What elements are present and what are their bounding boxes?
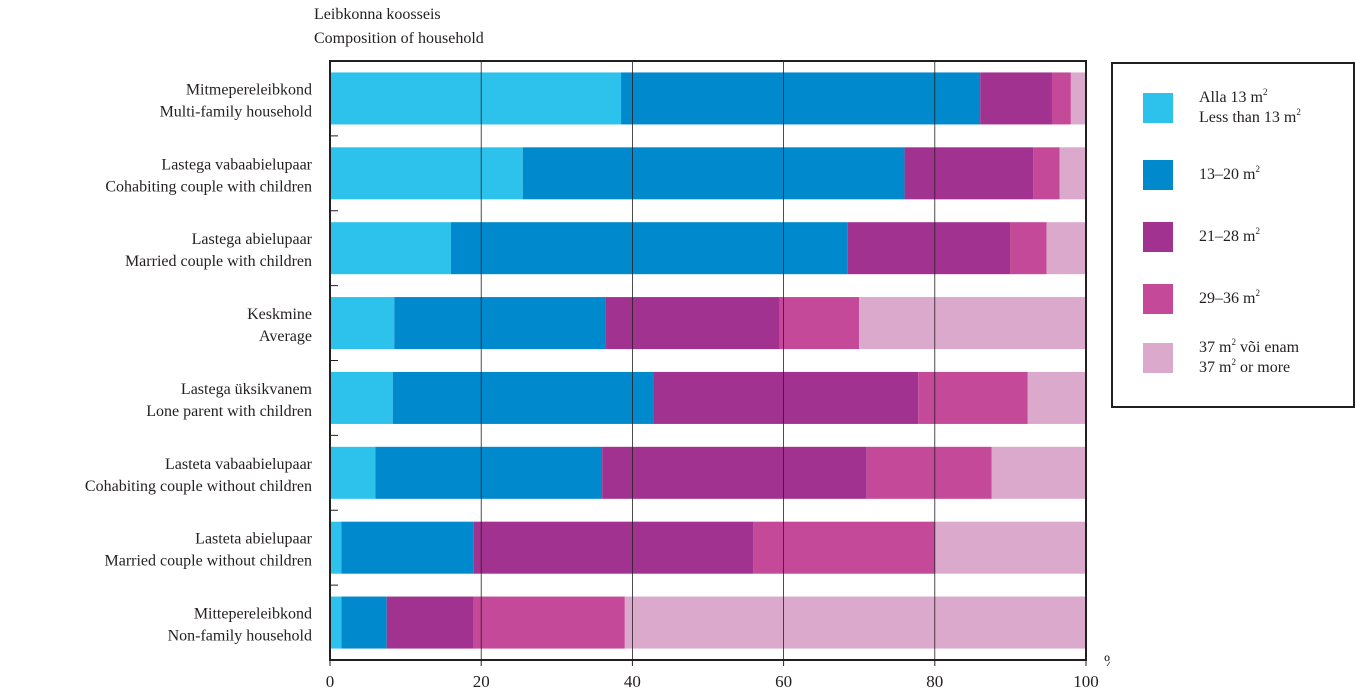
bar-segment-1-1: [522, 147, 905, 200]
bar-segment-2-3: [1010, 222, 1047, 275]
legend-label-3: 29–36 m2: [1199, 288, 1260, 308]
bar-segment-6-1: [341, 521, 474, 574]
bar-segment-2-2: [847, 222, 1011, 275]
category-label-7-0: Mittepereleibkond: [194, 606, 312, 623]
x-tick-label-2: 40: [624, 672, 641, 691]
bar-segment-3-3: [779, 297, 860, 350]
bar-segment-0-1: [621, 72, 981, 125]
bar-segment-4-1: [392, 371, 654, 424]
bar-segment-2-4: [1046, 222, 1086, 275]
chart-title-et: Leibkonna koosseis: [314, 6, 441, 23]
category-label-4-0: Lastega üksikvanem: [181, 381, 313, 398]
legend-item-2: 21–28 m2: [1143, 222, 1260, 252]
category-label-2-1: Married couple with children: [125, 253, 312, 270]
bar-segment-0-2: [980, 72, 1052, 125]
legend: Alla 13 m2 Less than 13 m2 13–20 m2 21–2…: [1111, 62, 1355, 408]
bar-segment-4-0: [330, 371, 393, 424]
bar-segment-4-4: [1027, 371, 1086, 424]
legend-swatch-1: [1143, 160, 1173, 190]
chart-title-en: Composition of household: [314, 30, 484, 47]
bar-segment-1-3: [1033, 147, 1060, 200]
bar-segment-3-1: [394, 297, 606, 350]
legend-label-1: 13–20 m2: [1199, 164, 1260, 184]
legend-swatch-4: [1143, 343, 1173, 373]
bar-segment-7-2: [386, 596, 474, 649]
bar-segment-1-4: [1059, 147, 1086, 200]
bar-segment-1-0: [330, 147, 523, 200]
legend-swatch-2: [1143, 222, 1173, 252]
category-label-2-0: Lastega abielupaar: [192, 231, 313, 248]
category-label-0-1: Multi-family household: [160, 103, 312, 120]
category-label-4-1: Lone parent with children: [146, 403, 312, 420]
bar-segment-4-3: [918, 371, 1028, 424]
category-label-0-0: Mitmepereleibkond: [186, 81, 312, 98]
category-label-1-0: Lastega vabaabielupaar: [161, 156, 312, 173]
bar-segment-7-1: [341, 596, 387, 649]
legend-swatch-3: [1143, 284, 1173, 314]
bar-segment-3-4: [859, 297, 1086, 350]
bar-segment-7-3: [473, 596, 625, 649]
bar-segment-2-1: [450, 222, 848, 275]
category-label-7-1: Non-family household: [168, 628, 312, 645]
category-label-6-0: Lasteta abielupaar: [195, 531, 312, 548]
bar-segment-1-2: [904, 147, 1034, 200]
legend-swatch-0: [1143, 93, 1173, 123]
x-tick-label-5: 100: [1073, 672, 1099, 691]
x-tick-label-3: 60: [775, 672, 792, 691]
category-label-5-1: Cohabiting couple without children: [85, 478, 312, 495]
category-label-3-0: Keskmine: [247, 306, 312, 323]
legend-label-4: 37 m2 või enam 37 m2 or more: [1199, 337, 1300, 377]
legend-label-2: 21–28 m2: [1199, 226, 1260, 246]
category-label-5-0: Lasteta vabaabielupaar: [165, 456, 313, 473]
bar-segment-5-1: [375, 446, 603, 499]
bar-segment-2-0: [330, 222, 451, 275]
legend-item-0: Alla 13 m2 Less than 13 m2: [1143, 88, 1301, 128]
x-tick-label-4: 80: [926, 672, 943, 691]
x-tick-label-0: 0: [326, 672, 335, 691]
legend-item-3: 29–36 m2: [1143, 284, 1260, 314]
bar-segment-5-2: [602, 446, 867, 499]
bar-segment-7-4: [624, 596, 1086, 649]
legend-item-1: 13–20 m2: [1143, 160, 1260, 190]
category-label-6-1: Married couple without children: [105, 553, 313, 570]
plot-frame: [329, 60, 1087, 661]
bar-segment-5-4: [991, 446, 1086, 499]
bar-segment-0-4: [1070, 72, 1086, 125]
bar-segment-3-2: [605, 297, 780, 350]
x-unit-label: %: [1104, 653, 1110, 670]
legend-label-0: Alla 13 m2 Less than 13 m2: [1199, 87, 1301, 127]
bar-segment-7-0: [330, 596, 342, 649]
bar-segment-6-0: [330, 521, 342, 574]
bar-segment-3-0: [330, 297, 395, 350]
bar-segment-6-2: [473, 521, 754, 574]
bar-segment-0-3: [1051, 72, 1071, 125]
bar-segment-0-0: [330, 72, 622, 125]
bar-segment-5-3: [866, 446, 992, 499]
category-label-1-1: Cohabiting couple with children: [105, 178, 312, 195]
bar-segment-4-2: [653, 371, 919, 424]
bar-segment-6-4: [934, 521, 1086, 574]
x-tick-label-1: 20: [473, 672, 490, 691]
category-label-3-1: Average: [259, 328, 312, 345]
legend-item-4: 37 m2 või enam 37 m2 or more: [1143, 338, 1299, 378]
bar-segment-5-0: [330, 446, 376, 499]
bar-segment-6-3: [753, 521, 935, 574]
stacked-bar-chart: 0 20 40 60 80 100% Mitmepereleibkond Multi-fami…: [85, 60, 1110, 691]
